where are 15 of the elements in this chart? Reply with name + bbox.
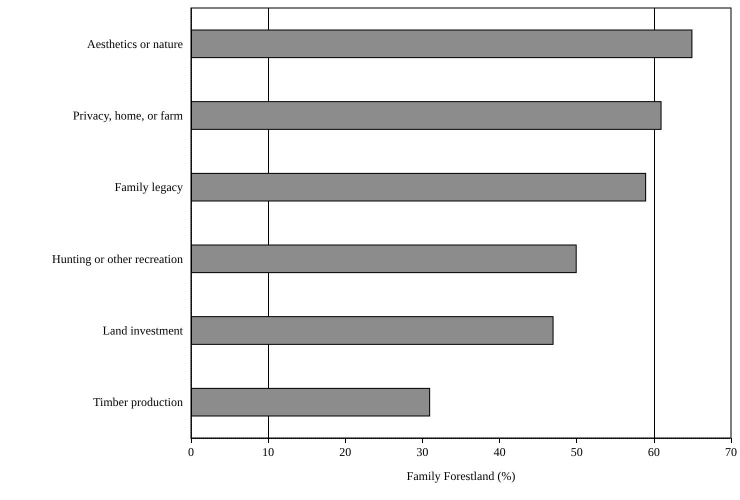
y-tick-label: Hunting or other recreation [52, 252, 183, 266]
x-tick-label: 70 [725, 445, 737, 459]
x-tick-label: 10 [262, 445, 274, 459]
x-tick-label: 50 [570, 445, 583, 459]
x-tick-label: 30 [416, 445, 428, 459]
x-tick-label: 20 [339, 445, 352, 459]
y-tick-label: Family legacy [114, 180, 183, 194]
x-tick-label: 60 [648, 445, 660, 459]
x-tick-label: 40 [494, 445, 506, 459]
x-tick-label: 0 [188, 445, 194, 459]
x-axis-title: Family Forestland (%) [406, 469, 516, 483]
y-tick-label: Timber production [93, 395, 183, 410]
y-tick-label: Privacy, home, or farm [72, 108, 184, 122]
y-tick-label: Land investment [102, 324, 184, 338]
y-tick-label: Aesthetics or nature [87, 36, 183, 51]
